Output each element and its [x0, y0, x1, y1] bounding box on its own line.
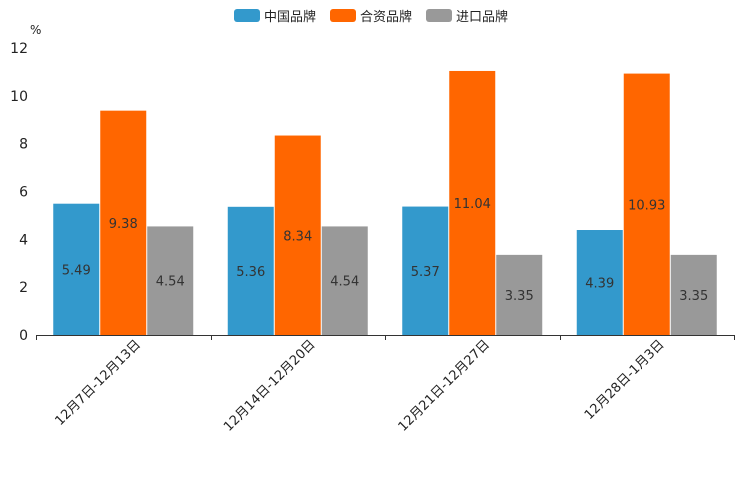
legend-swatch-joint-venture-brand: [330, 9, 356, 22]
data-label: 5.37: [411, 265, 440, 280]
bar-imported: [147, 226, 194, 335]
data-label: 11.04: [454, 197, 491, 212]
y-tick-label: 12: [10, 41, 28, 57]
y-axis-unit: %: [30, 23, 41, 37]
legend: 中国品牌 合资品牌 进口品牌: [234, 9, 508, 25]
legend-label-china-brand: 中国品牌: [264, 9, 316, 25]
data-label: 4.39: [585, 277, 614, 292]
y-tick-label: 4: [19, 232, 28, 248]
x-category-label: 12月21日-12月27日: [396, 337, 493, 434]
data-label: 9.38: [109, 217, 138, 232]
y-tick-label: 8: [19, 137, 28, 153]
bar-china: [227, 206, 274, 335]
y-tick-label: 6: [19, 185, 28, 201]
bar-joint-venture: [449, 70, 496, 336]
data-label: 5.49: [62, 263, 91, 278]
bar-imported: [670, 254, 717, 335]
data-label: 4.54: [330, 275, 359, 290]
data-label: 4.54: [156, 275, 185, 290]
legend-item-imported-brand[interactable]: 进口品牌: [426, 9, 508, 25]
data-label: 3.35: [505, 289, 534, 304]
bar-china: [402, 206, 449, 335]
bar-china: [53, 203, 100, 335]
data-label: 8.34: [283, 229, 312, 244]
bar-china: [576, 230, 623, 335]
x-category-label: 12月28日-1月3日: [582, 337, 668, 423]
y-tick-label: 10: [10, 89, 28, 105]
legend-item-china-brand[interactable]: 中国品牌: [234, 9, 316, 25]
y-tick-label: 2: [19, 280, 28, 296]
legend-swatch-imported-brand: [426, 9, 452, 22]
bar-imported: [321, 226, 368, 335]
y-tick-label: 0: [19, 328, 28, 344]
plot-area: 0 2 4 6 8 10 12 5.49 9.38 4.54 12月7日-12月13日 5.36 8.3…: [10, 41, 735, 435]
legend-item-joint-venture-brand[interactable]: 合资品牌: [330, 9, 412, 25]
legend-label-joint-venture-brand: 合资品牌: [360, 9, 412, 25]
data-label: 10.93: [628, 198, 665, 213]
bar-joint-venture: [274, 135, 321, 335]
data-label: 5.36: [236, 265, 265, 280]
bar-joint-venture: [100, 110, 147, 335]
bar-joint-venture: [623, 73, 670, 336]
legend-label-imported-brand: 进口品牌: [456, 9, 508, 25]
data-label: 3.35: [679, 289, 708, 304]
x-category-label: 12月14日-12月20日: [221, 337, 318, 434]
legend-swatch-china-brand: [234, 9, 260, 22]
x-category-label: 12月7日-12月13日: [52, 337, 144, 429]
bar-imported: [496, 254, 543, 335]
